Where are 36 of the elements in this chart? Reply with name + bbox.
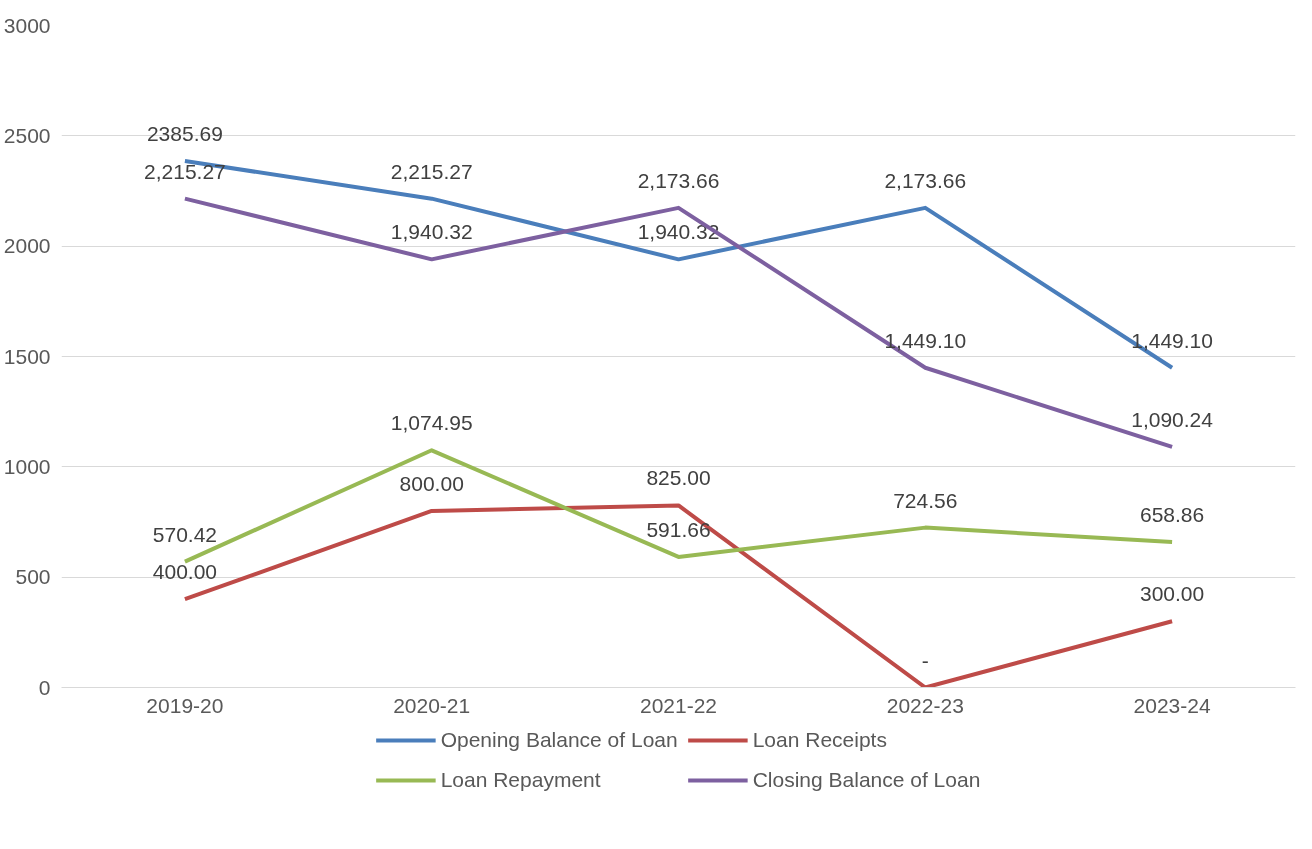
- data-label: 1,449.10: [884, 328, 967, 352]
- data-label: 1,940.32: [637, 220, 720, 244]
- data-label: 570.42: [152, 522, 218, 546]
- x-tick-label: 2023-24: [1133, 693, 1211, 717]
- data-label: 2,215.27: [390, 159, 473, 183]
- data-label: 724.56: [893, 488, 958, 512]
- y-tick-label: 2500: [3, 123, 51, 147]
- data-label: 2,173.66: [884, 168, 967, 192]
- data-label: 2,215.27: [144, 159, 226, 183]
- y-tick-label: 1000: [3, 454, 51, 478]
- data-label: 2385.69: [146, 122, 223, 146]
- legend-label: Opening Balance of Loan: [440, 727, 678, 753]
- y-tick-label: 0: [38, 675, 51, 699]
- data-label: 1,074.95: [390, 411, 473, 435]
- x-tick-label: 2020-21: [393, 693, 471, 717]
- y-tick-label: 3000: [3, 13, 51, 37]
- data-label: -: [921, 648, 929, 672]
- legend-label: Closing Balance of Loan: [752, 767, 981, 793]
- data-label: 591.66: [646, 517, 711, 541]
- y-tick-label: 1500: [3, 344, 51, 368]
- data-label: 825.00: [646, 466, 711, 490]
- data-label: 658.86: [1139, 503, 1205, 527]
- data-label: 1,940.32: [390, 220, 473, 244]
- legend-label: Loan Repayment: [440, 767, 601, 793]
- y-tick-label: 500: [15, 565, 51, 589]
- y-tick-label: 2000: [3, 234, 51, 258]
- x-tick-label: 2022-23: [886, 693, 964, 717]
- x-tick-label: 2021-22: [639, 693, 718, 717]
- data-label: 300.00: [1139, 582, 1205, 606]
- data-label: 1,449.10: [1131, 328, 1213, 352]
- data-label: 400.00: [152, 560, 218, 584]
- x-tick-label: 2019-20: [146, 693, 224, 717]
- legend-label: Loan Receipts: [752, 727, 887, 753]
- data-label: 2,173.66: [637, 168, 720, 192]
- data-label: 800.00: [399, 471, 464, 495]
- data-label: 1,090.24: [1131, 407, 1214, 431]
